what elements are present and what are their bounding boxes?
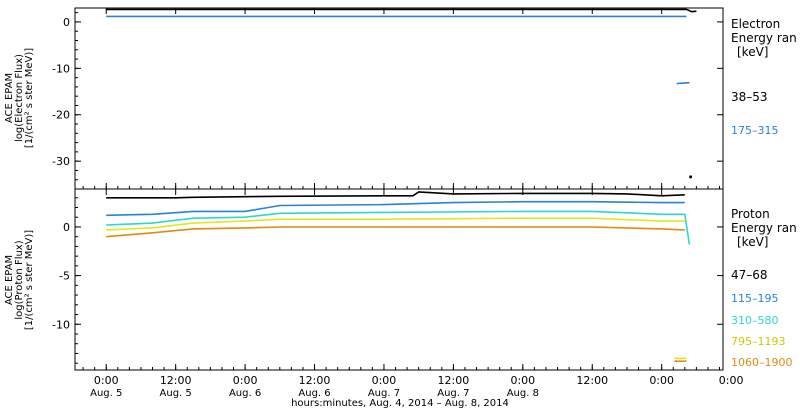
x-axis-labels: 0:00 12:00 0:00 12:00 0:00 12:00 0:00 12:00 0:00… (90, 374, 743, 399)
electron-panel: 0 -10 -20 -30 ACE EPAM log(Electron Flux) [… (4, 7, 797, 190)
proton-legend-795-1193: 795–1193 (731, 335, 786, 348)
proton-ylabel-3: [1/(cm² s ster MeV)] (24, 230, 35, 330)
x-tick-label: 12:00 (438, 374, 470, 387)
x-date-label: Aug. 7 (368, 388, 400, 399)
proton-legend-47-68: 47–68 (731, 268, 768, 282)
x-tick-label: 0:00 (719, 374, 744, 387)
x-date-label: Aug. 6 (229, 388, 261, 399)
electron-ylabel-1: ACE EPAM (4, 73, 15, 123)
x-tick-label: 0:00 (94, 374, 119, 387)
x-date-label: Aug. 5 (90, 388, 122, 399)
x-tick-label: 12:00 (576, 374, 608, 387)
x-tick-label: 0:00 (233, 374, 258, 387)
electron-ytick-label: -10 (52, 62, 70, 75)
proton-plot-frame (74, 188, 724, 371)
proton-ytick-label: -5 (59, 270, 70, 283)
x-tick-label: 12:00 (299, 374, 331, 387)
electron-ylabel-3: [1/(cm² s ster MeV)] (24, 48, 35, 148)
electron-ytick-label: -30 (52, 155, 70, 168)
proton-legend-310-580: 310–580 (731, 314, 779, 327)
proton-legend-1060-1900: 1060–1900 (731, 356, 793, 369)
electron-ytick-label: 0 (63, 16, 70, 29)
electron-y-ticks: 0 -10 -20 -30 (52, 8, 723, 190)
electron-ytick-label: -20 (52, 109, 70, 122)
proton-series-1-line (106, 200, 685, 217)
x-axis-title: hours:minutes, Aug. 4, 2014 – Aug. 8, 20… (291, 398, 509, 409)
proton-ylabel-2: log(Proton Flux) (14, 240, 25, 319)
proton-legend-title-3: [keV] (737, 235, 768, 249)
electron-legend-175-315: 175–315 (731, 124, 779, 137)
proton-series-2-line (106, 210, 691, 245)
electron-legend-title-1: Electron (731, 17, 780, 31)
x-tick-label: 0:00 (510, 374, 535, 387)
proton-series (106, 191, 691, 363)
electron-series (106, 8, 697, 179)
x-date-label: Aug. 5 (160, 388, 192, 399)
electron-series-0-late-point (689, 175, 693, 179)
electron-series-1-late-segment (676, 81, 690, 85)
proton-y-ticks: 0 -5 -10 (52, 189, 723, 370)
proton-series-0-line (106, 191, 685, 199)
proton-legend-title-2: Energy ran (731, 221, 797, 235)
electron-legend-38-53: 38–53 (731, 90, 768, 104)
electron-series-0-line (106, 8, 697, 13)
electron-ylabel-2: log(Electron Flux) (14, 54, 25, 142)
proton-series-3-line (106, 217, 685, 231)
x-date-label: Aug. 7 (437, 388, 469, 399)
proton-ytick-label: 0 (63, 221, 70, 234)
proton-ylabel-1: ACE EPAM (4, 255, 15, 305)
proton-panel: 0 -5 -10 ACE EPAM log(Proton Flux) [1/(cm²… (4, 188, 797, 371)
x-date-label: Aug. 6 (298, 388, 330, 399)
proton-series-4-line (106, 226, 685, 238)
x-tick-label: 0:00 (649, 374, 674, 387)
proton-legend-115-195: 115–195 (731, 292, 779, 305)
proton-legend-title-1: Proton (731, 207, 770, 221)
x-date-label: Aug. 8 (507, 388, 539, 399)
electron-plot-frame (74, 7, 724, 190)
electron-legend-title-3: [keV] (737, 45, 768, 59)
electron-legend-title-2: Energy ran (731, 31, 797, 45)
proton-ytick-label: -10 (52, 318, 70, 331)
x-tick-label: 12:00 (160, 374, 192, 387)
x-tick-label: 0:00 (372, 374, 397, 387)
